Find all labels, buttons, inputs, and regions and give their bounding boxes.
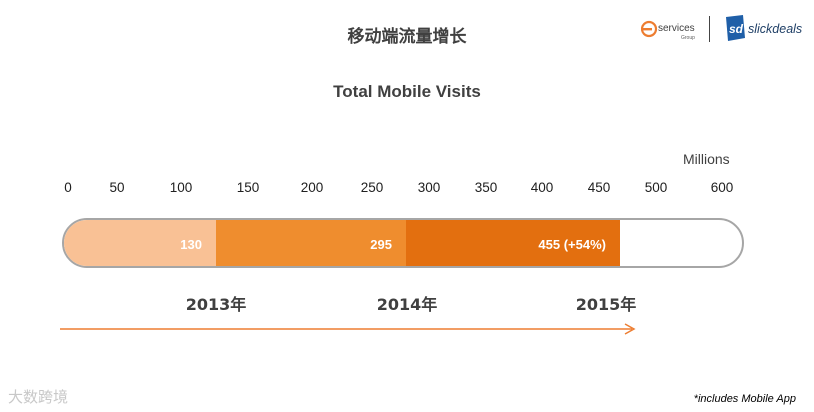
axis-tick-label: 150: [236, 180, 260, 195]
axis-tick-label: 200: [300, 180, 324, 195]
bar-segment-1: [64, 220, 216, 266]
axis-tick-label: 350: [474, 180, 498, 195]
year-label: 2014年: [376, 295, 438, 314]
slickdeals-logo-text: slickdeals: [748, 22, 802, 36]
year-label: 2013年: [185, 295, 247, 314]
axis-tick-label: 600: [710, 180, 734, 195]
axis-tick-label: 500: [644, 180, 668, 195]
axis-tick-label: 250: [360, 180, 384, 195]
slickdeals-logo-mark: sd: [729, 22, 744, 36]
bar-segment-3: [406, 220, 620, 266]
axis-tick-label: 450: [587, 180, 611, 195]
footnote: *includes Mobile App: [693, 393, 796, 405]
unit-label: Millions: [683, 151, 730, 167]
axis-tick-label: 400: [530, 180, 554, 195]
services-logo: services Group: [640, 16, 701, 42]
bar-segment-2: [216, 220, 406, 266]
axis-tick-label: 100: [169, 180, 193, 195]
page-title: 移动端流量增长: [347, 27, 467, 47]
chart-title: Total Mobile Visits: [333, 82, 481, 101]
logo-divider: [709, 16, 710, 42]
axis-tick-label: 300: [417, 180, 441, 195]
bar-value-label: 295: [370, 237, 392, 252]
year-label: 2015年: [575, 295, 637, 314]
watermark: 大数跨境: [8, 388, 69, 406]
slickdeals-logo: sd slickdeals: [723, 14, 805, 42]
axis-tick-label: 0: [64, 180, 72, 195]
bar-value-label: 455 (+54%): [538, 237, 606, 252]
bar-value-label: 130: [180, 237, 202, 252]
timeline-arrow-icon: [60, 323, 636, 335]
services-logo-subtext: Group: [681, 35, 695, 41]
axis-tick-label: 50: [109, 180, 125, 195]
services-logo-text: services: [658, 23, 695, 34]
progress-bar-frame: 130 295 455 (+54%): [62, 218, 744, 268]
